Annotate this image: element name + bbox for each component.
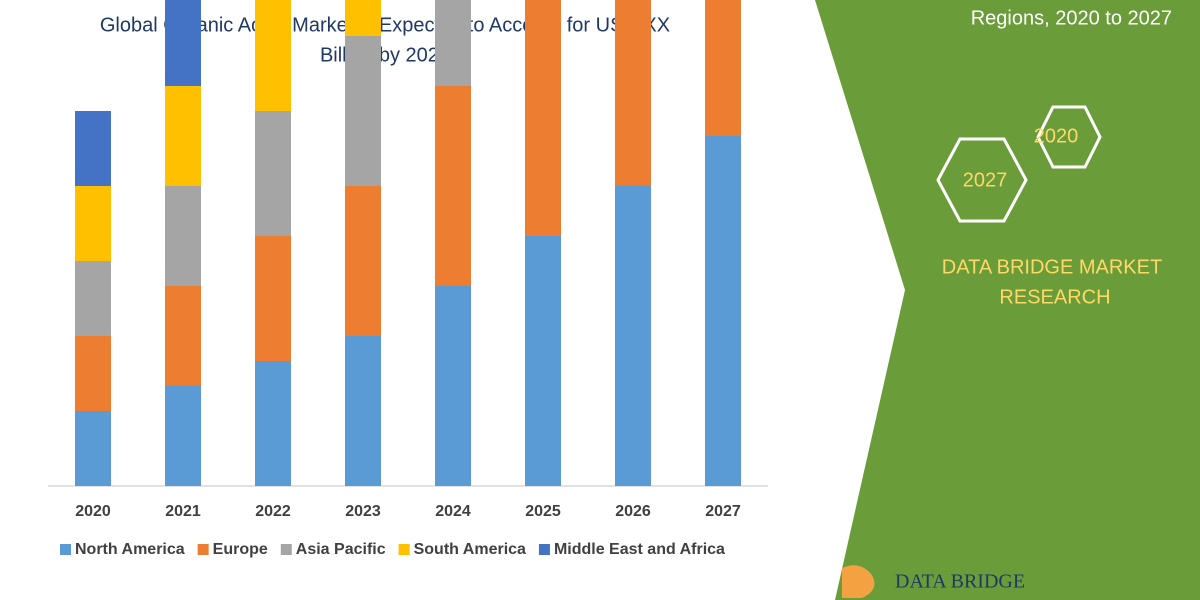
bar-segment [75, 186, 111, 261]
side-heading: Regions, 2020 to 2027 [971, 7, 1172, 29]
bar-segment [615, 0, 651, 186]
bar-segment [165, 286, 201, 386]
legend-label: Asia Pacific [296, 541, 386, 558]
bar-segment [165, 0, 201, 86]
bar-segment [75, 336, 111, 411]
bar-segment [705, 0, 741, 136]
bar-segment [75, 261, 111, 336]
logo-icon [842, 565, 875, 598]
bar-segment [345, 186, 381, 336]
x-tick-label: 2020 [75, 503, 111, 520]
bar-segment [435, 86, 471, 286]
x-tick-label: 2026 [615, 503, 651, 520]
bar-segment [255, 236, 291, 361]
brand-text: DATA BRIDGE MARKET [942, 256, 1162, 278]
bar-segment [435, 0, 471, 86]
hexagon-label: 2027 [963, 169, 1008, 191]
bar-segment [345, 0, 381, 36]
hexagon [936, 137, 1028, 223]
bar-segment [255, 361, 291, 486]
hexagon-label: 2020 [1034, 125, 1079, 147]
bar-segment [345, 336, 381, 486]
x-tick-label: 2022 [255, 503, 291, 520]
logo-text: DATA BRIDGE [895, 571, 1025, 593]
x-tick-label: 2025 [525, 503, 561, 520]
bar-segment [345, 36, 381, 186]
bar-segment [615, 186, 651, 486]
x-tick-label: 2027 [705, 503, 741, 520]
legend-label: South America [414, 541, 526, 558]
x-tick-label: 2021 [165, 503, 201, 520]
bar-segment [75, 111, 111, 186]
bar-segment [165, 86, 201, 186]
brand-text: RESEARCH [999, 286, 1110, 308]
bar-segment [435, 286, 471, 486]
legend-label: Middle East and Africa [554, 541, 725, 558]
bar-segment [165, 386, 201, 486]
side-panel [815, 0, 1200, 600]
x-tick-label: 2023 [345, 503, 381, 520]
legend-swatch [60, 544, 71, 555]
bar-segment [255, 111, 291, 236]
chart-title: Billion by 2027 [320, 44, 450, 66]
bar-segment [525, 0, 561, 236]
legend-label: Europe [213, 541, 268, 558]
bar-segment [705, 136, 741, 486]
legend-swatch [280, 544, 292, 555]
bar-segment [525, 236, 561, 486]
legend-label: North America [75, 541, 185, 558]
legend-swatch [398, 544, 410, 555]
legend-swatch [538, 544, 550, 555]
legend-swatch [197, 544, 209, 555]
bar-segment [165, 186, 201, 286]
hexagon [1036, 105, 1102, 169]
bar-segment [75, 411, 111, 486]
bar-segment [255, 0, 291, 111]
x-tick-label: 2024 [435, 503, 471, 520]
